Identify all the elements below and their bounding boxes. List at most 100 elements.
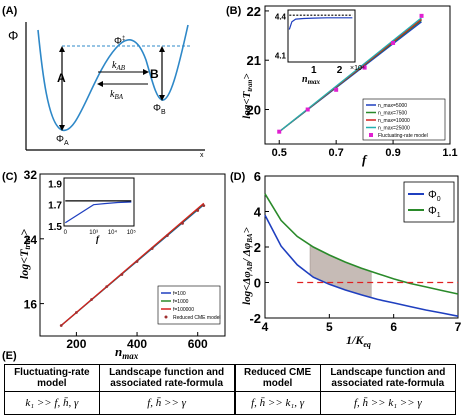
figure-canvas: (A) Φ x A B kAB kBA Φ‡ ΦA ΦB (B) log<Ttr…: [2, 4, 462, 362]
legend-label: f=1000: [173, 299, 189, 305]
well-a-label: A: [57, 71, 66, 85]
legend-label: f=100000: [173, 307, 194, 313]
table-e-header-cell: Landscape function and associated rate-f…: [319, 364, 457, 392]
panel-c-markers: [59, 204, 206, 327]
data-marker: [59, 324, 63, 327]
panel-c-series: [60, 202, 205, 326]
x-tick-label: 4: [262, 320, 269, 334]
inset-series-line: [288, 17, 353, 30]
data-marker: [196, 209, 200, 212]
table-e-condition-cell: f, h̄ >> k₁, γ: [234, 391, 321, 415]
y-tick-label: -2: [249, 311, 261, 326]
panel-b-frame: [264, 5, 451, 145]
rate-ab-arrow-head: [143, 69, 149, 75]
phi-a-sub: A: [64, 140, 69, 147]
series-line: [278, 17, 422, 133]
panel-d-tag: (D): [230, 171, 246, 183]
rate-ba-arrow-head: [97, 81, 103, 87]
y-tick-label: 4: [254, 205, 262, 220]
panel-a-tag: (A): [2, 5, 18, 17]
legend-label: n_max=10000: [378, 118, 410, 124]
x-tick-label: 0.9: [385, 147, 400, 159]
data-marker: [105, 285, 109, 288]
panel-d-yticks: -2 0 2 4 6: [249, 169, 269, 326]
data-marker: [391, 40, 396, 45]
x-tick-label: 200: [66, 337, 86, 351]
y-tick-label: 0: [254, 276, 261, 291]
panel-d-ylabel: log<ΔφAB/ ΔφBA>: [241, 227, 254, 305]
legend-label: n_max=5000: [378, 103, 407, 109]
legend-label: n_max=25000: [378, 126, 410, 132]
data-marker: [419, 13, 424, 18]
y-tick-label: 2: [254, 240, 261, 255]
panel-d-shaded-region: [309, 244, 372, 298]
legend-marker: [164, 315, 168, 319]
phi-top-label: Φ: [114, 36, 122, 47]
inset-y-tick-label: 1.7: [48, 201, 62, 212]
legend-label: Φ1: [428, 205, 441, 219]
svg-text:kBA: kBA: [110, 89, 124, 101]
legend-label: Fluctuating-rate model: [378, 133, 428, 139]
data-marker: [90, 298, 93, 301]
inset-y-tick-label: 1.5: [48, 222, 62, 233]
data-marker: [362, 65, 367, 70]
x-tick-label: 1.1: [442, 147, 457, 159]
x-tick-label: 6: [390, 320, 397, 334]
rate-ba-sub: BA: [114, 93, 123, 101]
y-tick-label: 16: [24, 298, 38, 312]
legend-box: [362, 98, 446, 141]
data-marker: [181, 222, 184, 225]
rate-ab-sub: AB: [115, 64, 125, 72]
svg-text:Φ‡: Φ‡: [114, 36, 125, 47]
inset-y-tick-label: 4.1: [275, 52, 287, 61]
landscape-curve: [37, 24, 189, 131]
table-e-header-cell: Landscape function and associated rate-f…: [98, 364, 236, 392]
panel-b-xlabel: f: [362, 152, 368, 167]
data-marker: [165, 234, 169, 237]
well-a-arrow-head-bottom: [59, 125, 65, 131]
panel-c-legend: f=100 f=1000 f=100000 Reduced CME model: [157, 285, 221, 325]
table-e-condition-cell: f, h̄ >> γ: [98, 391, 236, 415]
table-e-condition-cell: k₁ >> f, h̄, γ: [4, 391, 100, 415]
table-e-condition-row: k₁ >> f, h̄, γ f, h̄ >> γ f, h̄ >> k₁, γ…: [4, 391, 457, 415]
shaded-band: [309, 244, 372, 298]
table-e-header-cell: Fluctuating-rate model: [4, 364, 100, 392]
panel-e-table: Fluctuating-rate model Landscape functio…: [4, 364, 457, 415]
inset-x-tick-label: 10⁵: [127, 229, 137, 236]
well-b-arrow-head-top: [159, 46, 165, 52]
inset-y-tick-label: 1.9: [48, 179, 62, 190]
panel-d-series: [264, 193, 459, 317]
series-line: [60, 202, 205, 326]
y-tick-label: 21: [247, 53, 261, 68]
y-tick-label: 20: [247, 103, 261, 118]
y-tick-label: 32: [24, 168, 38, 182]
inset-x-tick-label: 10⁴: [108, 229, 118, 236]
x-tick-label: 5: [326, 320, 333, 334]
panel-c-frame: [39, 173, 226, 337]
panel-b-xticks: 0.5 0.7 0.9 1.1: [272, 140, 458, 159]
panel-a: (A) Φ x A B kAB kBA Φ‡ ΦA ΦB: [2, 5, 205, 159]
panel-c-inset-xlabel: f: [96, 234, 100, 244]
well-b-arrow-head-bottom: [159, 95, 165, 101]
svg-text:kAB: kAB: [112, 60, 126, 72]
well-a-arrow-head-top: [59, 46, 65, 52]
legend-box: [403, 181, 455, 223]
series-line: [264, 214, 459, 317]
rate-ba-label: k: [110, 89, 115, 100]
data-marker: [277, 129, 282, 134]
data-marker: [202, 204, 206, 207]
panel-d-xticks: 4 5 6 7: [262, 314, 462, 334]
panel-e-tag: (E): [2, 350, 17, 362]
inset-y-tick-label: 4.4: [275, 13, 287, 22]
panel-a-ylabel: Φ: [8, 28, 18, 43]
phi-b-sub: B: [161, 109, 166, 116]
panel-b-tag: (B): [226, 5, 242, 17]
legend-label: f=100: [173, 291, 186, 297]
table-e-header-row: Fluctuating-rate model Landscape functio…: [4, 364, 457, 392]
panel-b-inset: 4.1 4.4 1 2: [275, 13, 353, 76]
phi-top-sup: ‡: [122, 36, 125, 42]
inset-x-tick-label: 2: [337, 65, 343, 76]
